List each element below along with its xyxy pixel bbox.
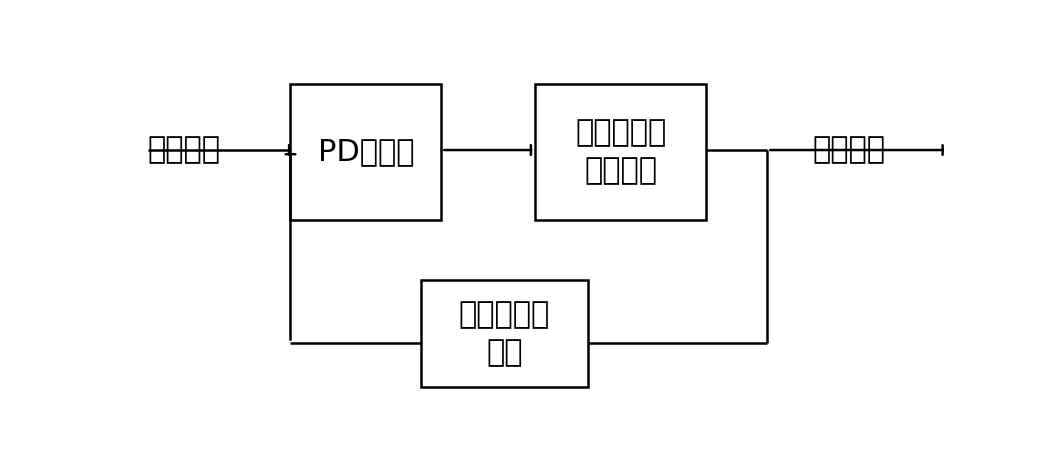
Text: 期望路径: 期望路径	[147, 136, 221, 164]
Text: PD控制器: PD控制器	[318, 138, 414, 166]
Text: 车辆位姿传
感器: 车辆位姿传 感器	[459, 300, 550, 367]
Text: 农用车辆运
动学模型: 农用车辆运 动学模型	[575, 118, 666, 185]
Bar	[421, 280, 588, 387]
Text: 车辆位姿: 车辆位姿	[812, 136, 886, 164]
Bar	[290, 84, 442, 219]
Bar	[535, 84, 706, 219]
